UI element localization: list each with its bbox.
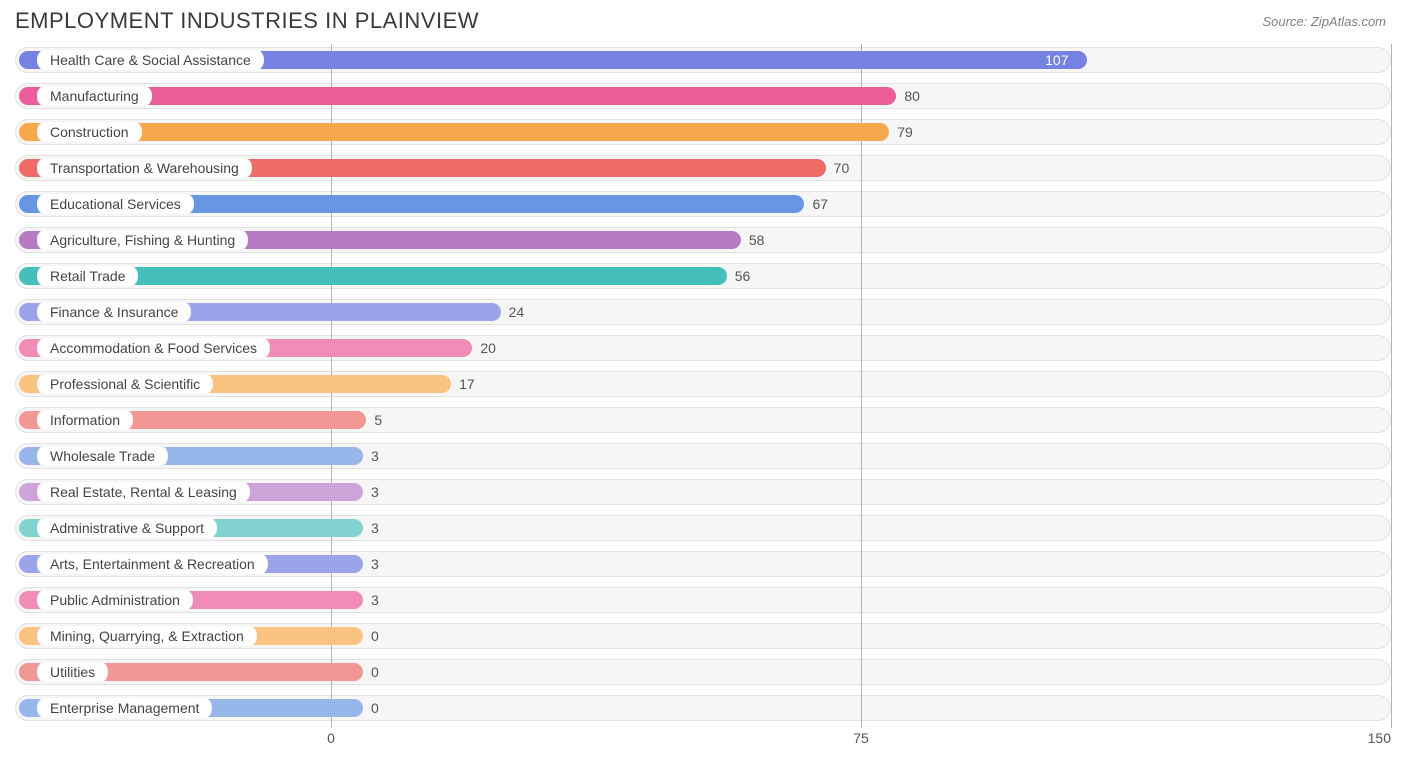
bar-label: Construction bbox=[37, 121, 142, 143]
bar-value: 3 bbox=[363, 484, 379, 500]
bar-label: Real Estate, Rental & Leasing bbox=[37, 481, 250, 503]
bar-row: Wholesale Trade 3 bbox=[15, 440, 1391, 472]
bar-row: Mining, Quarrying, & Extraction 0 bbox=[15, 620, 1391, 652]
bar-label: Arts, Entertainment & Recreation bbox=[37, 553, 268, 575]
bar-value: 3 bbox=[363, 520, 379, 536]
bar-label: Transportation & Warehousing bbox=[37, 157, 252, 179]
bar-label: Accommodation & Food Services bbox=[37, 337, 270, 359]
bar-value: 58 bbox=[741, 232, 765, 248]
bar-row: Professional & Scientific 17 bbox=[15, 368, 1391, 400]
chart-plot: Health Care & Social Assistance 107 Manufa… bbox=[15, 44, 1391, 752]
bar-value: 3 bbox=[363, 556, 379, 572]
axis-tick-label: 0 bbox=[327, 730, 335, 746]
gridline bbox=[861, 44, 862, 728]
bar-value: 80 bbox=[896, 88, 920, 104]
axis-tick-label: 75 bbox=[853, 730, 869, 746]
chart-source: Source: ZipAtlas.com bbox=[1262, 8, 1386, 29]
bar-label: Manufacturing bbox=[37, 85, 152, 107]
bar-row: Construction 79 bbox=[15, 116, 1391, 148]
bar-row: Arts, Entertainment & Recreation 3 bbox=[15, 548, 1391, 580]
bar-row: Manufacturing 80 bbox=[15, 80, 1391, 112]
chart-title: EMPLOYMENT INDUSTRIES IN PLAINVIEW bbox=[15, 8, 479, 34]
bar-value: 24 bbox=[501, 304, 525, 320]
gridline bbox=[1391, 44, 1392, 728]
bar-row: Retail Trade 56 bbox=[15, 260, 1391, 292]
bar-fill bbox=[19, 123, 889, 141]
bar-value: 0 bbox=[363, 628, 379, 644]
bar-value: 67 bbox=[804, 196, 828, 212]
bar-row: Agriculture, Fishing & Hunting 58 bbox=[15, 224, 1391, 256]
bar-label: Professional & Scientific bbox=[37, 373, 213, 395]
bar-row: Educational Services 67 bbox=[15, 188, 1391, 220]
bar-value: 107 bbox=[1037, 52, 1068, 68]
x-axis: 0 75 150 bbox=[15, 728, 1391, 752]
bar-row: Administrative & Support 3 bbox=[15, 512, 1391, 544]
bar-row: Information 5 bbox=[15, 404, 1391, 436]
bar-row: Accommodation & Food Services 20 bbox=[15, 332, 1391, 364]
bar-value: 20 bbox=[472, 340, 496, 356]
bar-row: Health Care & Social Assistance 107 bbox=[15, 44, 1391, 76]
bar-label: Mining, Quarrying, & Extraction bbox=[37, 625, 257, 647]
bar-row: Transportation & Warehousing 70 bbox=[15, 152, 1391, 184]
bar-value: 70 bbox=[826, 160, 850, 176]
bar-value: 3 bbox=[363, 592, 379, 608]
bar-label: Retail Trade bbox=[37, 265, 138, 287]
axis-tick-label: 150 bbox=[1368, 730, 1391, 746]
chart-header: EMPLOYMENT INDUSTRIES IN PLAINVIEW Sourc… bbox=[0, 0, 1406, 38]
bar-label: Finance & Insurance bbox=[37, 301, 191, 323]
bar-label: Agriculture, Fishing & Hunting bbox=[37, 229, 248, 251]
bar-row: Enterprise Management 0 bbox=[15, 692, 1391, 724]
bar-label: Health Care & Social Assistance bbox=[37, 49, 264, 71]
bar-label: Enterprise Management bbox=[37, 697, 212, 719]
bar-value: 79 bbox=[889, 124, 913, 140]
bar-value: 0 bbox=[363, 664, 379, 680]
bar-label: Public Administration bbox=[37, 589, 193, 611]
bar-row: Public Administration 3 bbox=[15, 584, 1391, 616]
bar-label: Utilities bbox=[37, 661, 108, 683]
bar-label: Administrative & Support bbox=[37, 517, 217, 539]
bar-value: 0 bbox=[363, 700, 379, 716]
bar-label: Educational Services bbox=[37, 193, 194, 215]
bar-value: 56 bbox=[727, 268, 751, 284]
bar-value: 17 bbox=[451, 376, 475, 392]
bar-row: Real Estate, Rental & Leasing 3 bbox=[15, 476, 1391, 508]
bar-value: 5 bbox=[366, 412, 382, 428]
bar-label: Wholesale Trade bbox=[37, 445, 168, 467]
bar-row: Finance & Insurance 24 bbox=[15, 296, 1391, 328]
chart-area: Health Care & Social Assistance 107 Manufa… bbox=[0, 38, 1406, 752]
bar-label: Information bbox=[37, 409, 133, 431]
bar-row: Utilities 0 bbox=[15, 656, 1391, 688]
bar-value: 3 bbox=[363, 448, 379, 464]
